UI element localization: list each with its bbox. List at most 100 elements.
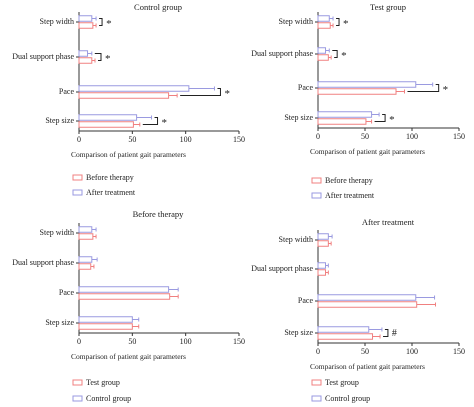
significance-hash: # (392, 328, 397, 339)
x-tick-label: 50 (128, 337, 136, 346)
legend-swatch (72, 174, 83, 181)
x-axis-label: Comparison of patient gait parameters (71, 150, 186, 159)
x-axis-label: Comparison of patient gait parameters (71, 352, 186, 361)
legend-swatch (311, 395, 322, 402)
bar-step-width (78, 15, 93, 22)
legend-label: After treatment (86, 188, 136, 197)
category-label: Step size (45, 318, 74, 327)
bar-step-size (317, 333, 374, 340)
category-label: Pace (298, 83, 314, 92)
chart-panel-3: Before therapy 0 50 100 150 Comparison of pat… (12, 209, 245, 403)
significance-star: * (162, 117, 168, 129)
chart-panel-4: After treatment 0 50 100 150 Comparison of pa… (251, 217, 465, 403)
legend-label: Test group (86, 378, 120, 387)
x-tick-label: 150 (453, 347, 465, 356)
bar-step-width (317, 240, 329, 247)
category-label: Pace (59, 87, 75, 96)
category-label: Dual support phase (251, 264, 313, 273)
category-label: Step size (284, 113, 313, 122)
bar-step-width (78, 233, 94, 240)
significance-star: * (105, 53, 111, 65)
category-label: Pace (298, 296, 314, 305)
significance-bracket (99, 18, 103, 26)
category-label: Step size (284, 328, 313, 337)
bar-dual-support-phase (317, 47, 327, 54)
legend-swatch (311, 192, 322, 199)
bar-step-size (78, 114, 138, 121)
category-label: Step width (279, 235, 313, 244)
x-axis-label: Comparison of patient gait parameters (310, 362, 425, 371)
category-label: Dual support phase (251, 49, 313, 58)
x-tick-label: 0 (77, 337, 81, 346)
bar-step-size (317, 326, 370, 333)
legend-label: Before therapy (86, 173, 134, 182)
category-label: Dual support phase (12, 258, 74, 267)
significance-bracket (383, 329, 389, 337)
bar-step-size (317, 111, 373, 118)
significance-star: * (224, 88, 230, 100)
significance-bracket (374, 114, 386, 122)
significance-star: * (389, 114, 395, 126)
x-tick-label: 100 (180, 337, 192, 346)
category-label: Pace (59, 288, 75, 297)
legend-swatch (72, 379, 83, 386)
category-label: Step size (45, 116, 74, 125)
bar-dual-support-phase (78, 57, 93, 64)
category-label: Step width (40, 228, 74, 237)
bar-step-size (78, 323, 133, 330)
significance-bracket (142, 117, 159, 125)
significance-star: * (106, 18, 112, 30)
bar-pace (317, 294, 417, 301)
x-tick-label: 150 (233, 337, 245, 346)
bar-dual-support-phase (317, 269, 327, 276)
bar-pace (78, 286, 170, 293)
chart-title: Test group (370, 2, 406, 12)
bar-step-size (317, 118, 367, 125)
x-tick-label: 100 (180, 135, 192, 144)
x-tick-label: 50 (128, 135, 136, 144)
bar-step-width (317, 22, 331, 29)
x-tick-label: 100 (406, 132, 418, 141)
bar-pace (78, 293, 171, 300)
significance-bracket (336, 18, 340, 26)
significance-bracket (407, 84, 440, 92)
significance-bracket (94, 53, 102, 61)
bar-step-size (78, 121, 134, 128)
significance-bracket (180, 88, 221, 96)
bar-step-width (317, 15, 330, 22)
x-tick-label: 150 (453, 132, 465, 141)
legend-label: After treatment (325, 191, 375, 200)
category-label: Dual support phase (12, 52, 74, 61)
x-tick-label: 0 (316, 347, 320, 356)
bar-dual-support-phase (78, 256, 93, 263)
bar-pace (317, 88, 397, 95)
bar-step-size (78, 316, 133, 323)
legend-label: Control group (86, 394, 131, 403)
chart-panel-1: Control group 0 50 100 150 Comparison of pati… (12, 2, 245, 197)
bar-dual-support-phase (317, 262, 327, 269)
x-axis-label: Comparison of patient gait parameters (310, 147, 425, 156)
significance-bracket (332, 50, 338, 58)
x-tick-label: 0 (77, 135, 81, 144)
category-label: Step width (279, 17, 313, 26)
legend-label: Control group (325, 394, 370, 403)
bar-dual-support-phase (317, 54, 329, 61)
significance-star: * (343, 18, 349, 30)
x-tick-label: 50 (361, 132, 369, 141)
x-tick-label: 100 (406, 347, 418, 356)
x-tick-label: 0 (316, 132, 320, 141)
x-tick-label: 150 (233, 135, 245, 144)
legend-label: Before therapy (325, 176, 373, 185)
bar-dual-support-phase (78, 263, 92, 270)
bar-pace (78, 92, 170, 99)
x-tick-label: 50 (361, 347, 369, 356)
legend-swatch (311, 177, 322, 184)
chart-panel-2: Test group 0 50 100 150 Comparison of patient… (251, 2, 465, 200)
bar-pace (317, 81, 417, 88)
chart-title: Control group (134, 2, 182, 12)
bar-pace (78, 85, 190, 92)
category-label: Step width (40, 17, 74, 26)
bar-step-width (317, 233, 329, 240)
significance-star: * (341, 50, 347, 62)
